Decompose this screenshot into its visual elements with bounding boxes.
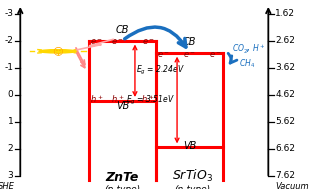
Text: Vacuum: Vacuum (275, 182, 309, 189)
Text: $CO_2$, $H^+$: $CO_2$, $H^+$ (232, 43, 266, 56)
Text: SHE: SHE (0, 182, 15, 189)
Text: $CH_4$: $CH_4$ (239, 57, 255, 70)
Text: (n-type): (n-type) (175, 185, 211, 189)
Text: $e^-$: $e^-$ (142, 38, 155, 47)
Text: $h^+$: $h^+$ (90, 93, 104, 105)
Text: CB: CB (183, 37, 196, 47)
Text: 2.62: 2.62 (275, 36, 295, 45)
Text: -1: -1 (4, 63, 13, 72)
Text: 1: 1 (8, 117, 13, 126)
Text: ZnTe: ZnTe (106, 171, 139, 184)
Text: $e^-$: $e^-$ (90, 38, 103, 47)
Text: 2: 2 (8, 144, 13, 153)
Text: $h^+$: $h^+$ (111, 93, 124, 105)
Text: $e^-$: $e^-$ (111, 38, 124, 47)
FancyArrowPatch shape (125, 27, 186, 47)
Text: $E_g$ = 3.51eV: $E_g$ = 3.51eV (126, 94, 175, 107)
Text: CB: CB (116, 25, 129, 35)
Text: 3: 3 (8, 171, 13, 180)
Text: 1.62: 1.62 (275, 9, 295, 18)
Text: 7.62: 7.62 (275, 171, 295, 180)
FancyArrowPatch shape (228, 53, 237, 63)
Text: VB: VB (183, 142, 196, 151)
Text: $e^-$: $e^-$ (157, 50, 170, 60)
Text: -2: -2 (5, 36, 13, 45)
Text: $E_g$ = 2.24eV: $E_g$ = 2.24eV (136, 64, 185, 77)
Text: 5.62: 5.62 (275, 117, 295, 126)
Text: $SrTiO_3$: $SrTiO_3$ (172, 167, 213, 184)
Text: VB: VB (116, 101, 129, 111)
Text: -3: -3 (4, 9, 13, 18)
Text: $e^-$: $e^-$ (209, 50, 222, 60)
Text: ☺: ☺ (52, 46, 63, 57)
Circle shape (39, 50, 76, 53)
Text: $e^-$: $e^-$ (183, 50, 196, 60)
Text: 4.62: 4.62 (275, 90, 295, 99)
Text: (p-type): (p-type) (105, 185, 140, 189)
Text: 0: 0 (8, 90, 13, 99)
Text: 6.62: 6.62 (275, 144, 295, 153)
Text: $h^+$: $h^+$ (141, 93, 155, 105)
Text: 3.62: 3.62 (275, 63, 295, 72)
